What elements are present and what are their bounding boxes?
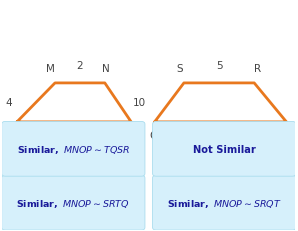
Text: $\bf{Similar, }$ $\bf{\it{MNOP \sim  SRTQ}}$: $\bf{Similar, }$ $\bf{\it{MNOP \sim SRTQ… xyxy=(16,197,130,209)
Text: 4: 4 xyxy=(5,98,12,108)
FancyBboxPatch shape xyxy=(153,122,296,176)
Text: N: N xyxy=(103,63,110,73)
Text: P: P xyxy=(11,130,17,140)
FancyBboxPatch shape xyxy=(153,176,296,230)
Text: $\bf{Similar, }$ $\bf{\it{MNOP \sim  SRQT}}$: $\bf{Similar, }$ $\bf{\it{MNOP \sim SRQT… xyxy=(167,197,282,209)
Text: Not Similar: Not Similar xyxy=(193,144,256,154)
Text: 2: 2 xyxy=(77,61,83,71)
FancyBboxPatch shape xyxy=(2,176,145,230)
Text: S: S xyxy=(176,63,183,73)
FancyBboxPatch shape xyxy=(2,122,145,176)
Text: 5: 5 xyxy=(216,61,222,71)
Text: $\bf{Similar, }$ $\bf{\it{MNOP \sim  TQSR}}$: $\bf{Similar, }$ $\bf{\it{MNOP \sim TQSR… xyxy=(17,143,130,155)
Text: 10: 10 xyxy=(133,98,146,108)
Text: Q: Q xyxy=(149,130,157,140)
Text: T: T xyxy=(285,130,291,140)
Text: O: O xyxy=(130,130,138,140)
Text: R: R xyxy=(254,63,261,73)
Text: M: M xyxy=(46,63,55,73)
Text: 15: 15 xyxy=(212,131,226,141)
Text: 6: 6 xyxy=(71,131,77,141)
